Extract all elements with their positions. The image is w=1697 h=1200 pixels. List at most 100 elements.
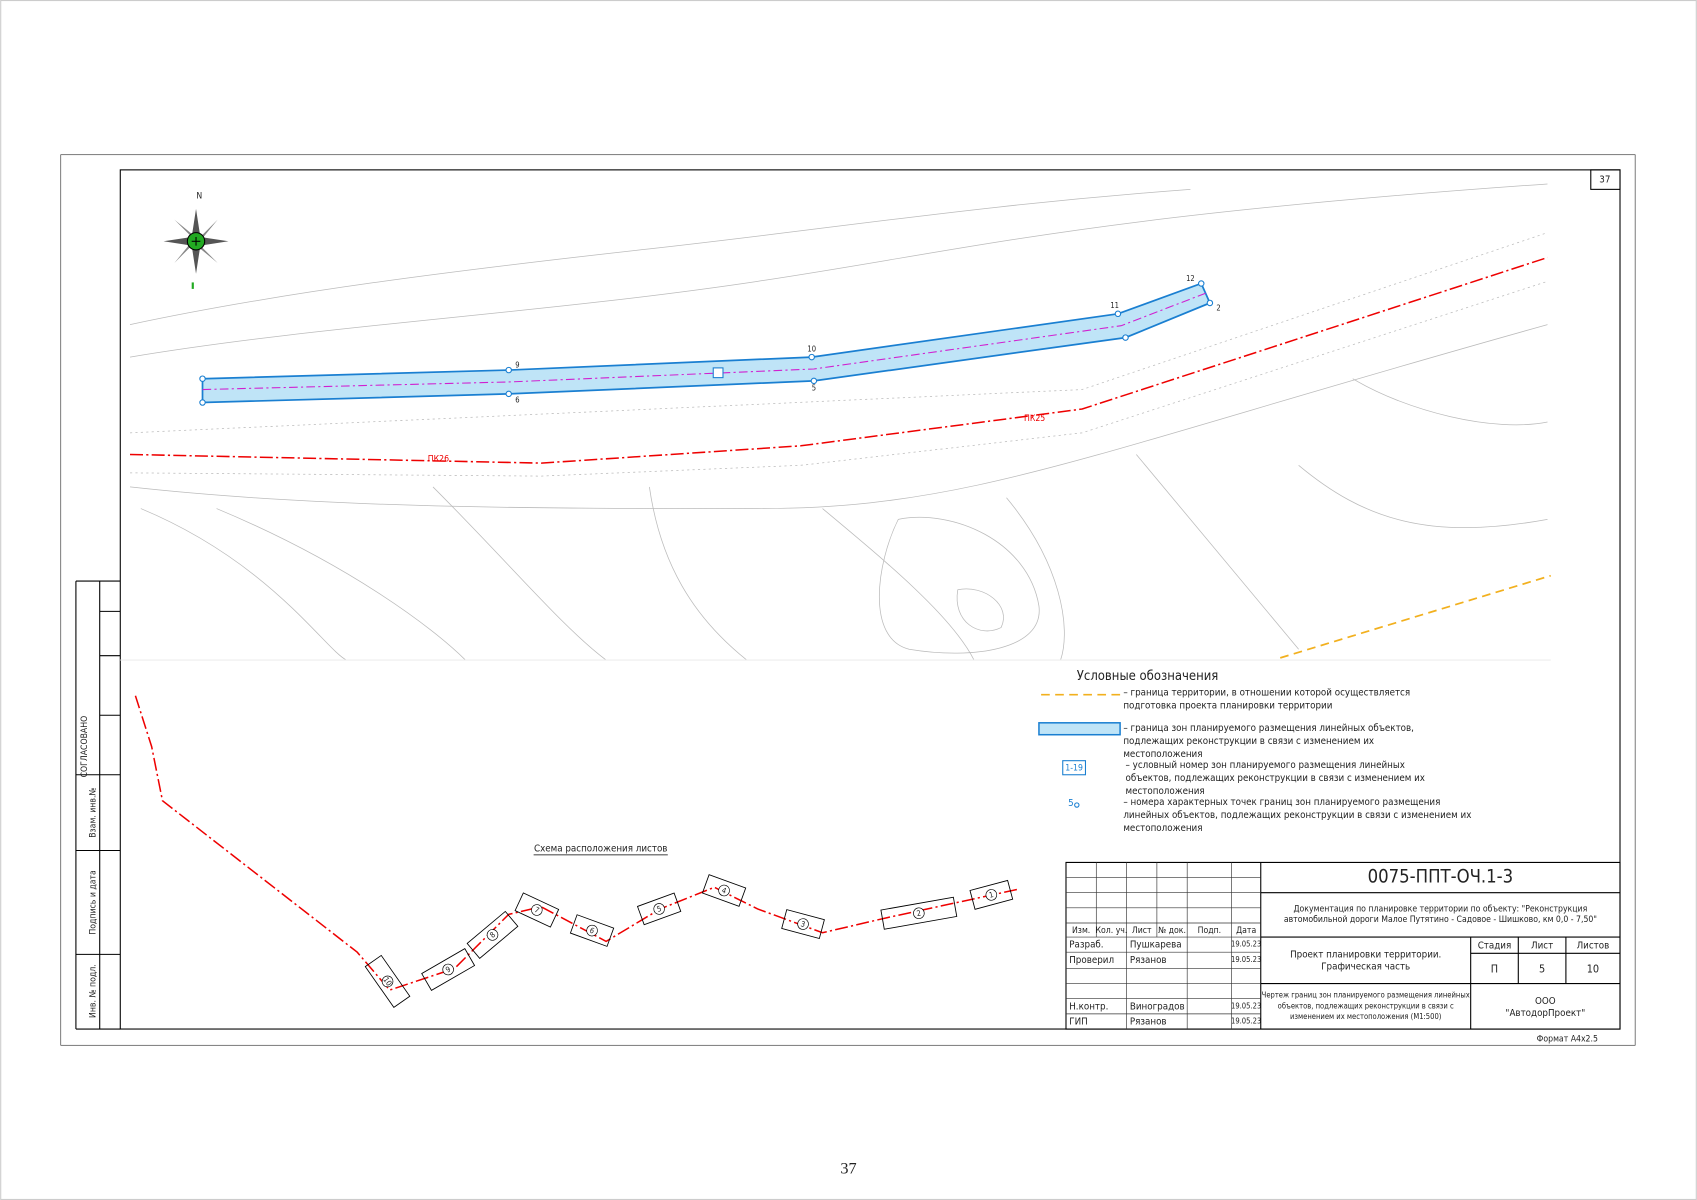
picket-label: ПК25 — [1024, 414, 1045, 424]
drawing-element — [808, 353, 815, 361]
sheet-number: 1 — [988, 890, 995, 900]
drawing-element — [822, 508, 975, 661]
drawing-element — [1198, 280, 1205, 287]
sheet-outline — [364, 954, 411, 1008]
sheet-number: 5 — [656, 904, 663, 914]
signature-role: Разраб. — [1069, 939, 1103, 951]
signature-role: Н.контр. — [1069, 1001, 1108, 1012]
picket-label: ПК26 — [428, 454, 449, 464]
sheet-number: 37 — [1599, 175, 1610, 186]
road-axis — [129, 256, 1548, 464]
sheet-number-box — [1590, 169, 1621, 190]
scheme-title: Схема расположения листов — [534, 843, 667, 854]
drawing-element — [1298, 464, 1548, 528]
sheet-marker — [531, 904, 543, 916]
drawing-element — [878, 516, 1040, 654]
legend-text: объектов, подлежащих реконструкции в свя… — [1126, 772, 1425, 784]
drawing-element — [1206, 299, 1214, 307]
legend-text: местоположения — [1126, 786, 1205, 797]
sheet-outline — [880, 896, 958, 930]
drawing-element — [1006, 497, 1065, 661]
sheet-frame: 5 — [636, 892, 682, 926]
sheet-number: 8 — [488, 930, 497, 940]
column-header: Изм. — [1072, 926, 1090, 936]
side-stamp: СОГЛАСОВАНО Взам. инв.№ Подпись и дата И… — [75, 580, 121, 1030]
signature-date: 19.05.23 — [1231, 1016, 1261, 1025]
drawing-element — [432, 486, 607, 661]
side-stamp-label: СОГЛАСОВАНО — [80, 716, 90, 778]
drawing-element — [1062, 760, 1087, 776]
sheet-outline — [969, 879, 1014, 910]
column-header: № док. — [1158, 926, 1186, 936]
organization: ООО — [1535, 996, 1556, 1007]
drawing-element — [129, 183, 1548, 358]
legend: Условные обозначения – граница территори… — [1038, 669, 1471, 834]
zone-number-marker — [712, 367, 724, 379]
sheet-marker — [442, 963, 454, 976]
object-description: Документация по планировке территории по… — [1293, 903, 1587, 914]
drawing-element — [505, 366, 512, 374]
sheet-marker — [586, 924, 598, 937]
drawing-element — [810, 377, 818, 385]
signature-name: Рязанов — [1130, 1016, 1167, 1027]
drawing-element — [140, 508, 347, 661]
stage-header: Листов — [1577, 941, 1610, 952]
drawing-element — [129, 324, 1548, 509]
sheet-marker — [718, 884, 730, 897]
signature-date: 19.05.23 — [1231, 1001, 1261, 1010]
part-title: Проект планировки территории. — [1290, 949, 1441, 960]
drawing-element — [129, 188, 1191, 325]
drawing-element — [130, 280, 1548, 477]
point-number: 6 — [515, 395, 519, 404]
signature-date: 19.05.23 — [1231, 940, 1261, 949]
organization: "АвтодорПроект" — [1505, 1008, 1585, 1019]
drawing-element — [199, 399, 206, 406]
sheet-scheme: Схема расположения листов 1 2 3 4 5 6 7 8 9 10 — [134, 695, 1018, 1008]
sheet-marker — [653, 903, 665, 915]
signature-name: Рязанов — [1130, 955, 1167, 966]
sheet-number: 4 — [720, 886, 727, 896]
topography — [120, 183, 1551, 661]
sheet-number: 7 — [533, 905, 541, 915]
sheet-frame: 3 — [781, 909, 825, 940]
drawing-element — [1122, 334, 1129, 341]
side-stamp-label: Инв. № подл. — [89, 964, 99, 1018]
page-number: 37 — [840, 1159, 856, 1177]
sheet-outline — [781, 909, 825, 940]
sheet-outline — [466, 910, 519, 959]
legend-text: местоположения — [1123, 823, 1202, 834]
sheet-frame: 8 — [466, 910, 519, 959]
drawing-element — [75, 580, 121, 1030]
point-number: 11 — [1110, 301, 1119, 310]
signature-date: 19.05.23 — [1231, 955, 1261, 964]
stage-value: П — [1491, 963, 1498, 976]
drawing-element — [1065, 861, 1621, 1030]
legend-text: подлежащих реконструкции в связи с измен… — [1123, 736, 1374, 747]
column-header: Подп. — [1198, 926, 1222, 936]
north-label: N — [196, 191, 202, 201]
drawing-title: объектов, подлежащих реконструкции в свя… — [1278, 1001, 1454, 1010]
characteristic-points — [199, 280, 1214, 406]
sheet-number: 2 — [916, 908, 922, 918]
sheet-marker — [913, 907, 925, 919]
drawing-element — [649, 486, 748, 661]
legend-title: Условные обозначения — [1077, 669, 1219, 684]
signature-name: Пушкарева — [1130, 940, 1182, 951]
sheet-outline — [421, 948, 476, 991]
legend-symbol: 5 — [1068, 798, 1074, 809]
point-number: 5 — [812, 383, 816, 392]
legend-symbol: 1-19 — [1065, 764, 1083, 774]
legend-text: – условный номер зон планируемого размещ… — [1126, 760, 1405, 771]
sheet-frame: 2 — [880, 896, 958, 930]
legend-text: линейных объектов, подлежащих реконструк… — [1123, 809, 1471, 821]
legend-text: местоположения — [1123, 749, 1202, 760]
drawing-element — [1065, 862, 1261, 1030]
drawing-element — [129, 232, 1548, 434]
signature-name: Виноградов — [1130, 1001, 1185, 1012]
point-number: 12 — [1186, 274, 1195, 283]
sheet-marker — [985, 889, 998, 901]
point-number: 9 — [515, 361, 519, 370]
sheet-frame: 10 — [364, 954, 411, 1008]
drawing-element — [1352, 378, 1548, 426]
